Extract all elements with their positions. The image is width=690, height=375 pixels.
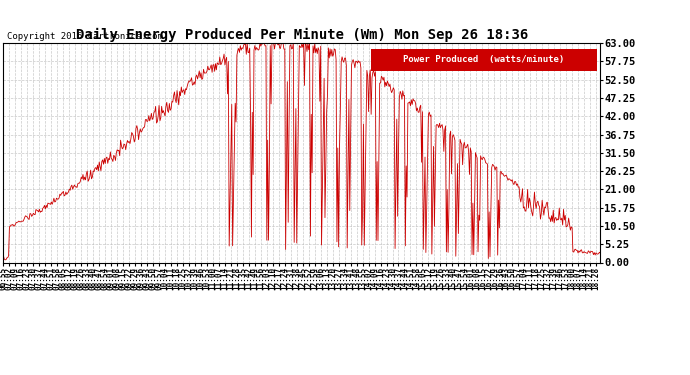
Title: Daily Energy Produced Per Minute (Wm) Mon Sep 26 18:36: Daily Energy Produced Per Minute (Wm) Mo… bbox=[76, 28, 528, 42]
Text: Copyright 2016 Cartronics.com: Copyright 2016 Cartronics.com bbox=[7, 32, 163, 41]
